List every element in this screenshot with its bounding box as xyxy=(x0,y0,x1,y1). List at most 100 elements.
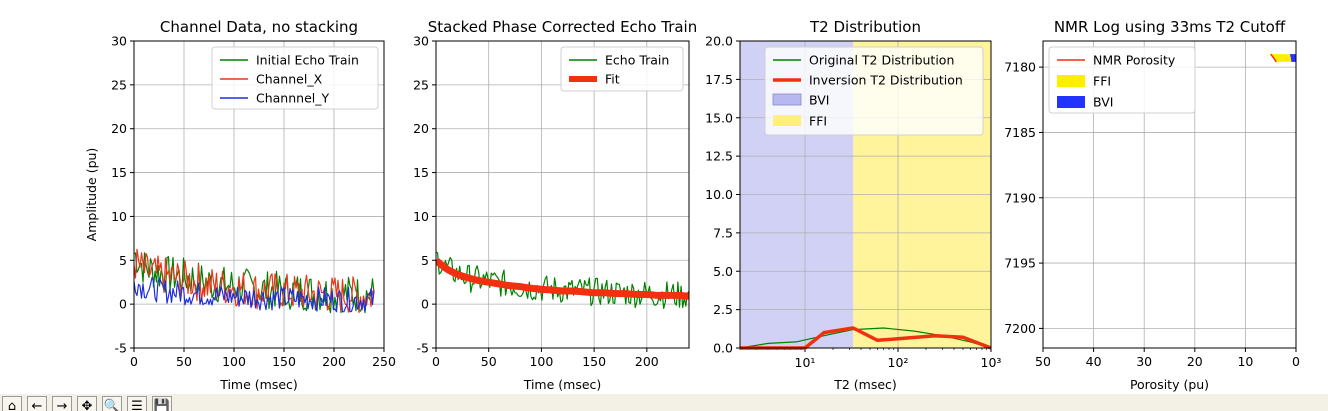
x-axis-label: Time (msec) xyxy=(523,377,602,392)
plot-frame xyxy=(739,40,992,349)
pan-button[interactable]: ✥ xyxy=(77,396,97,411)
x-tick-label: 50 xyxy=(176,354,192,369)
x-tick-label: 30 xyxy=(1136,354,1152,369)
y-tick-label: 5 xyxy=(119,253,127,268)
x-tick-label: 10² xyxy=(888,355,909,370)
x-tick-label: 50 xyxy=(481,354,497,369)
y-tick-label: 5 xyxy=(421,253,429,268)
nmr-porosity-line xyxy=(1270,53,1277,63)
legend-box xyxy=(1048,46,1196,114)
legend-label: NMR Porosity xyxy=(1093,53,1176,68)
y-tick-label: 30 xyxy=(413,34,429,49)
home-icon: ⌂ xyxy=(7,398,17,411)
legend-box xyxy=(211,46,379,110)
pan-icon: ✥ xyxy=(81,398,93,411)
y-tick-label: 10 xyxy=(413,209,429,224)
x-tick-label: 200 xyxy=(635,354,659,369)
x-tick-label: 50 xyxy=(1035,354,1051,369)
y-tick-label: 7190 xyxy=(1004,190,1036,205)
y-tick-label: 0.0 xyxy=(713,341,733,356)
legend-label: BVI xyxy=(809,93,829,108)
plot-frame xyxy=(1042,40,1297,349)
y-tick-label: 12.5 xyxy=(705,149,733,164)
legend-label: Original T2 Distribution xyxy=(809,53,954,68)
y-tick-label: 15 xyxy=(413,165,429,180)
legend-swatch xyxy=(772,93,802,106)
y-tick-label: 7200 xyxy=(1004,321,1036,336)
configure-icon: ☰ xyxy=(131,398,143,411)
legend-label: FFI xyxy=(809,114,827,129)
legend-label: Inversion T2 Distribution xyxy=(809,73,963,88)
y-tick-label: 2.5 xyxy=(713,302,733,317)
legend-label: Fit xyxy=(605,72,620,87)
x-tick-label: 10³ xyxy=(981,355,1002,370)
legend-label: Initial Echo Train xyxy=(256,53,359,68)
x-tick-label: 250 xyxy=(372,354,396,369)
legend-label: Channel_X xyxy=(256,72,323,87)
x-tick-label: 100 xyxy=(529,354,553,369)
save-button[interactable]: 💾 xyxy=(152,396,172,411)
configure-button[interactable]: ☰ xyxy=(127,396,147,411)
back-icon: ← xyxy=(31,398,43,411)
y-tick-label: 20 xyxy=(413,121,429,136)
home-button[interactable]: ⌂ xyxy=(2,396,22,411)
y-tick-label: 7.5 xyxy=(713,225,733,240)
series-line-channnel-y xyxy=(134,277,375,313)
y-tick-label: 15 xyxy=(111,165,127,180)
y-tick-label: 10 xyxy=(111,209,127,224)
ffi-area xyxy=(1270,54,1296,62)
save-icon: 💾 xyxy=(153,398,171,411)
y-tick-label: 17.5 xyxy=(705,72,733,87)
plot-frame xyxy=(133,40,385,349)
y-tick-label: 7180 xyxy=(1004,60,1036,75)
x-tick-label: 150 xyxy=(272,354,296,369)
x-tick-label: 0 xyxy=(130,354,138,369)
x-tick-label: 150 xyxy=(582,354,606,369)
y-tick-label: 0 xyxy=(421,297,429,312)
x-tick-label: 10 xyxy=(1237,354,1253,369)
legend-label: Echo Train xyxy=(605,53,669,68)
legend-label: Channnel_Y xyxy=(256,91,329,106)
x-tick-label: 0 xyxy=(432,354,440,369)
legend-swatch xyxy=(773,115,801,126)
series-line-original xyxy=(739,327,992,349)
x-axis-label: Time (msec) xyxy=(219,377,298,392)
series-line-fit xyxy=(436,257,689,300)
x-tick-label: 10¹ xyxy=(795,355,816,370)
y-tick-label: 25 xyxy=(111,77,127,92)
legend-swatch xyxy=(1057,96,1085,108)
y-tick-label: 20.0 xyxy=(705,34,733,49)
chart-title: Stacked Phase Corrected Echo Train xyxy=(428,18,698,36)
zoom-icon: 🔍 xyxy=(103,398,121,411)
x-axis-label: T2 (msec) xyxy=(833,377,897,392)
chart-title: NMR Log using 33ms T2 Cutoff xyxy=(1054,18,1286,36)
forward-button[interactable]: → xyxy=(52,396,72,411)
zoom-button[interactable]: 🔍 xyxy=(102,396,122,411)
bvi-area xyxy=(1289,54,1296,62)
chart-panel-4: 50 40 30 20 10 0 7180 7185 7190 7195 7200 NMR Log u… xyxy=(1004,18,1300,392)
y-tick-label: 0 xyxy=(119,297,127,312)
back-button[interactable]: ← xyxy=(27,396,47,411)
y-tick-label: 30 xyxy=(111,34,127,49)
y-tick-label: 7185 xyxy=(1004,125,1036,140)
y-tick-label: -5 xyxy=(115,341,127,356)
legend-label: FFI xyxy=(1093,74,1111,89)
x-tick-label: 100 xyxy=(222,354,246,369)
y-tick-label: 10.0 xyxy=(705,187,733,202)
forward-icon: → xyxy=(56,398,68,411)
y-axis-label: Amplitude (pu) xyxy=(84,148,99,242)
legend-swatch xyxy=(1057,75,1085,87)
chart-title: T2 Distribution xyxy=(809,18,921,36)
plot-frame xyxy=(435,40,690,349)
x-axis-label: Porosity (pu) xyxy=(1130,377,1209,392)
chart-title: Channel Data, no stacking xyxy=(160,18,358,36)
chart-panel-3: 10¹ 10² 10³ 0.0 2.5 5.0 7.5 10.0 12.5 15.0 17.5 20.… xyxy=(705,18,1001,392)
y-tick-label: 5.0 xyxy=(713,264,733,279)
series-line-channel-x xyxy=(134,248,375,314)
y-tick-label: 25 xyxy=(413,77,429,92)
y-tick-label: 20 xyxy=(111,121,127,136)
x-tick-label: 200 xyxy=(322,354,346,369)
